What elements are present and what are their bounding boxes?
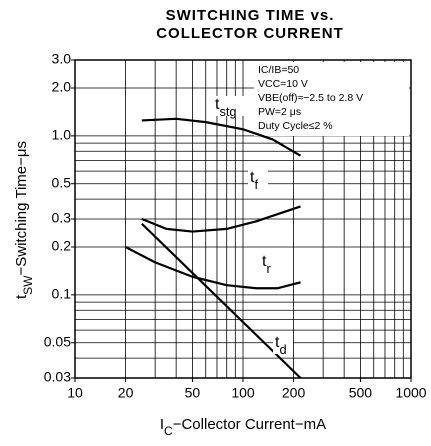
- chart-title: SWITCHING TIME vs.: [166, 7, 335, 24]
- legend-bg: [273, 334, 293, 354]
- series-label: tstg: [215, 96, 237, 119]
- y-tick-label: 1.0: [52, 127, 72, 143]
- legend-bg: [213, 96, 247, 116]
- annotation-box: [254, 62, 409, 136]
- y-tick-label: 0.05: [44, 333, 71, 349]
- y-tick-label: 0.2: [52, 238, 72, 254]
- series-line: [141, 117, 302, 157]
- series-label: tr: [262, 253, 271, 276]
- y-tick-label: 0.3: [52, 210, 72, 226]
- y-tick-label: 3.0: [52, 51, 72, 67]
- annotation: VCC=10 V: [258, 78, 308, 90]
- x-tick-label: 50: [185, 385, 201, 401]
- x-axis-label: IC−Collector Current−mA: [160, 416, 326, 438]
- y-axis-label: tSW−Switching Time−μs: [13, 141, 35, 299]
- y-tick-label: 0.03: [44, 369, 71, 385]
- x-tick-label: 1000: [395, 385, 426, 401]
- series-line: [125, 246, 301, 290]
- x-tick-label: 200: [282, 385, 306, 401]
- x-tick-label: 500: [349, 385, 373, 401]
- series-label: tf: [250, 169, 258, 192]
- legend-bg: [260, 253, 280, 273]
- legend-bg: [248, 169, 268, 189]
- series-line: [141, 205, 301, 233]
- chart-title: COLLECTOR CURRENT: [156, 25, 344, 42]
- y-tick-label: 0.5: [52, 174, 72, 190]
- y-tick-label: 0.1: [52, 286, 72, 302]
- series-label: td: [275, 334, 287, 357]
- annotation: VBE(off)≈−2.5 to 2.8 V: [258, 92, 363, 104]
- x-tick-label: 20: [118, 385, 134, 401]
- x-tick-label: 10: [67, 385, 83, 401]
- annotation: PW=2 μs: [258, 106, 301, 118]
- y-tick-label: 2.0: [52, 79, 72, 95]
- annotation: Duty Cycle≤2 %: [258, 120, 333, 132]
- annotation: IC/IB=50: [258, 64, 299, 76]
- x-tick-label: 100: [231, 385, 255, 401]
